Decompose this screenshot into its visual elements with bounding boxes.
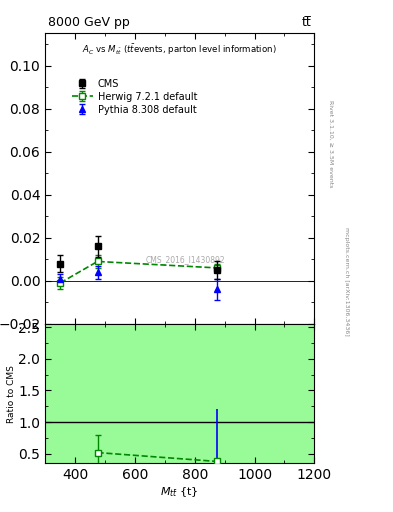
Text: Rivet 3.1.10, ≥ 3.5M events: Rivet 3.1.10, ≥ 3.5M events xyxy=(328,100,333,187)
Y-axis label: Ratio to CMS: Ratio to CMS xyxy=(7,365,16,422)
Text: 8000 GeV pp: 8000 GeV pp xyxy=(48,16,130,29)
Text: CMS_2016_I1430892: CMS_2016_I1430892 xyxy=(145,255,225,264)
Text: mcplots.cern.ch [arXiv:1306.3436]: mcplots.cern.ch [arXiv:1306.3436] xyxy=(344,227,349,336)
X-axis label: $M_{t\bar{t}}$ {t}: $M_{t\bar{t}}$ {t} xyxy=(160,485,199,499)
Text: $A_C$ vs $M_{t\bar{t}}$ ($t\bar{t}$events, parton level information): $A_C$ vs $M_{t\bar{t}}$ ($t\bar{t}$event… xyxy=(83,42,277,57)
Legend: CMS, Herwig 7.2.1 default, Pythia 8.308 default: CMS, Herwig 7.2.1 default, Pythia 8.308 … xyxy=(72,79,197,115)
Text: tt̅: tt̅ xyxy=(302,16,312,29)
